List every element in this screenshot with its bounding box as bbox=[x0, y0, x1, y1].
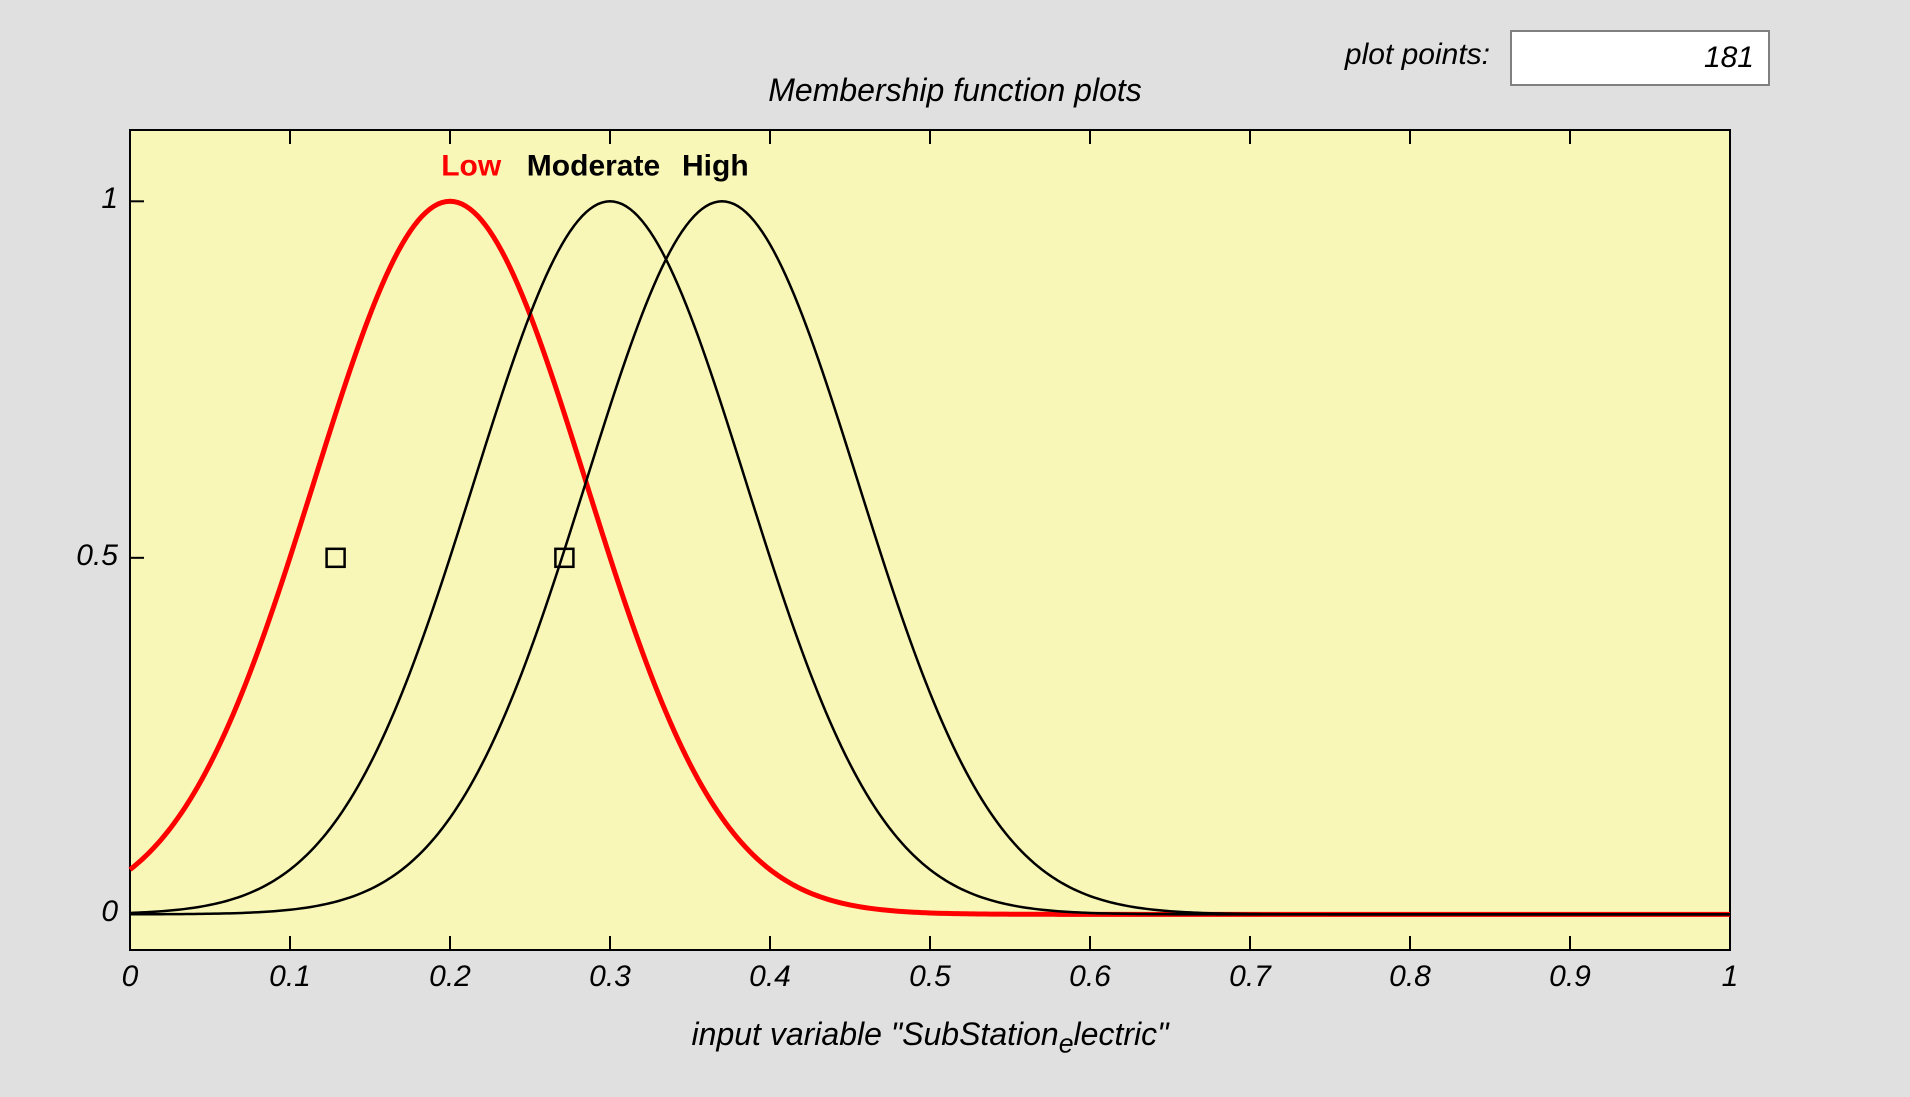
x-tick-label: 0.4 bbox=[730, 960, 810, 994]
x-tick-label: 0.9 bbox=[1530, 960, 1610, 994]
curve-label-high: High bbox=[682, 149, 749, 182]
x-tick-label: 1 bbox=[1690, 960, 1770, 994]
y-tick-label: 0.5 bbox=[76, 539, 118, 573]
x-tick-label: 0.3 bbox=[570, 960, 650, 994]
x-tick-label: 0.1 bbox=[250, 960, 330, 994]
x-tick-label: 0.5 bbox=[890, 960, 970, 994]
x-tick-label: 0 bbox=[90, 960, 170, 994]
y-tick-label: 0 bbox=[101, 895, 118, 929]
panel: Membership function plots plot points: 1… bbox=[0, 0, 1910, 1097]
y-tick-label: 1 bbox=[101, 182, 118, 216]
x-tick-label: 0.6 bbox=[1050, 960, 1130, 994]
curve-label-moderate: Moderate bbox=[527, 149, 660, 182]
curve-label-low: Low bbox=[441, 149, 502, 182]
x-tick-label: 0.7 bbox=[1210, 960, 1290, 994]
x-axis-label: input variable "SubStationelectric" bbox=[130, 1016, 1730, 1059]
x-tick-label: 0.2 bbox=[410, 960, 490, 994]
membership-plot: Low Moderate High bbox=[0, 0, 1910, 1097]
x-tick-label: 0.8 bbox=[1370, 960, 1450, 994]
